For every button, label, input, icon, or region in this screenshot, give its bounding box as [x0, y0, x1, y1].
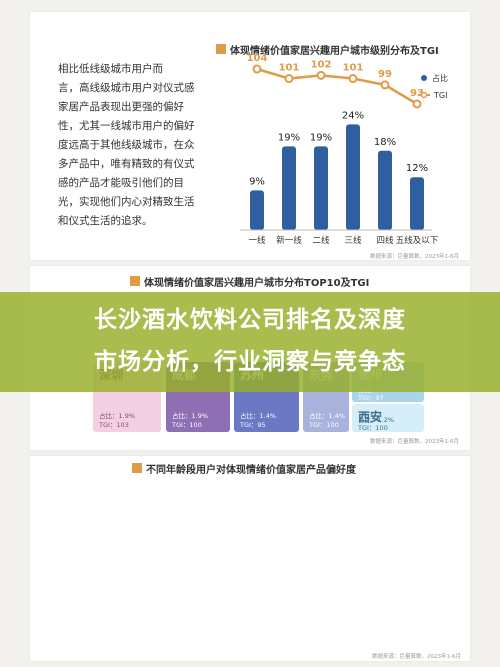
chart3-title: 不同年龄段用户对体现情绪价值家居产品偏好度 — [146, 465, 356, 476]
section-age-card — [30, 456, 470, 661]
intro-paragraph: 相比低线级城市用户而 言，高线级城市用户对仪式感 家居产品表现出更强的偏好 性，… — [58, 63, 195, 227]
title-banner: 长沙酒水饮料公司排名及深度 市场分析，行业洞察与竞争态 — [0, 292, 500, 392]
top10-title: 体现情绪价值家居兴趣用户城市分布TOP10及TGI — [144, 278, 370, 289]
city-tile: 西安 占比：1.2% TGI：100 — [352, 404, 424, 432]
city-tile-share: 占比：1.9% — [172, 412, 209, 420]
top10-source: 数据来源：巨量算数，2023年1-6月 — [370, 439, 459, 445]
section-marker-icon — [132, 463, 142, 473]
city-tile-share: 占比：1.9% — [99, 412, 136, 420]
city-tile-tgi: TGI：103 — [99, 421, 129, 429]
city-tile-tgi: TGI：100 — [358, 424, 388, 432]
city-tile-share: 占比：1.4% — [240, 412, 277, 420]
city-tile-tgi: TGI：95 — [240, 421, 266, 429]
city-tile-share: 占比：1.2% — [358, 416, 395, 424]
banner-title-line2: 市场分析，行业洞察与竞争态 — [94, 349, 406, 375]
city-tile-tgi: TGI：97 — [358, 394, 384, 402]
city-tile-tgi: TGI：100 — [309, 421, 339, 429]
chart3-source: 数据来源：巨量算数，2023年1-6月 — [372, 654, 461, 660]
city-tile-name: 西安 — [358, 410, 383, 424]
section-marker-icon — [216, 44, 226, 54]
chart1-title: 体现情绪价值家居兴趣用户城市级别分布及TGI — [230, 46, 439, 57]
chart1-source: 数据来源：巨量算数，2023年1-6月 — [370, 254, 459, 260]
section-marker-icon — [130, 276, 140, 286]
banner-title-line1: 长沙酒水饮料公司排名及深度 — [94, 307, 406, 333]
city-tile-tgi: TGI：100 — [172, 421, 202, 429]
city-tile-share: 占比：1.4% — [309, 412, 346, 420]
